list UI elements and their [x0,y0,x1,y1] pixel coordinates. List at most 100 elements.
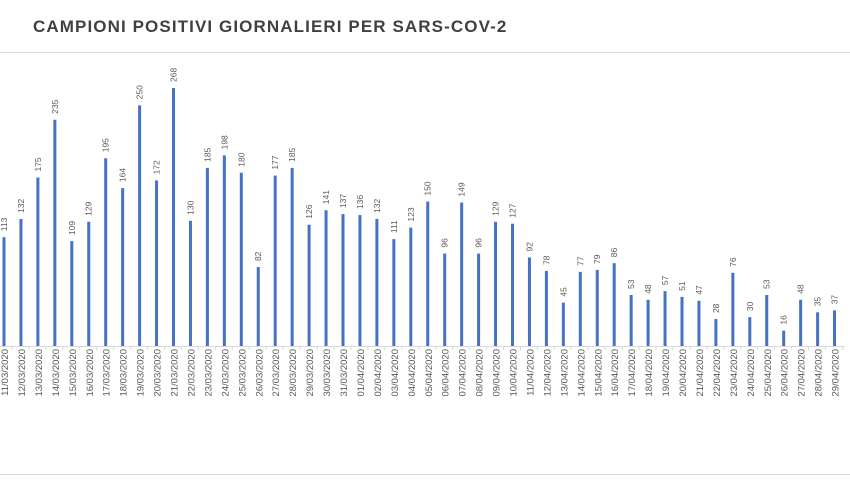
data-label: 175 [33,157,43,171]
bar [2,237,6,346]
x-tick-label: 12/04/2020 [542,349,553,397]
x-tick-label: 24/03/2020 [220,349,231,397]
data-label: 92 [524,242,534,252]
x-tick-label: 04/04/2020 [407,349,418,397]
x-tick-label: 08/04/2020 [475,349,486,397]
bar [375,218,379,346]
bar [307,224,311,346]
bar [341,214,345,346]
bar [511,223,514,346]
data-label: 30 [745,301,755,311]
bar [612,263,616,346]
bar [697,300,701,346]
x-tick-label: 01/04/2020 [356,349,367,397]
bar [460,202,464,346]
x-tick-label: 19/03/2020 [136,349,147,397]
x-tick-label: 02/04/2020 [373,349,384,397]
top-border [0,52,850,53]
bar [290,167,294,346]
bar [104,158,108,346]
data-label: 172 [152,160,162,174]
data-label: 57 [660,275,670,285]
bar [494,221,498,346]
x-tick-label: 18/03/2020 [119,349,130,397]
x-tick-label: 12/03/2020 [17,349,28,397]
x-tick-label: 27/04/2020 [797,349,808,397]
bar [36,177,40,346]
data-label: 127 [508,203,518,217]
bar [121,188,125,346]
bar [680,296,684,346]
data-label: 53 [762,279,772,289]
bar [527,257,531,346]
bar [663,291,667,346]
x-tick-label: 30/03/2020 [322,349,333,397]
x-tick-label: 07/04/2020 [458,349,469,397]
data-label: 123 [406,207,416,221]
data-label: 53 [626,279,636,289]
data-label: 129 [491,201,501,215]
data-label: 177 [270,155,280,169]
bottom-border [0,474,850,475]
bar [731,272,735,346]
data-label: 78 [541,255,551,265]
bar [256,267,260,346]
bar [629,294,633,346]
data-label: 77 [575,256,585,266]
x-tick-label: 10/04/2020 [509,349,520,397]
data-label: 235 [50,99,60,113]
x-tick-label: 28/04/2020 [814,349,825,397]
bar [324,210,328,346]
x-tick-label: 27/03/2020 [271,349,282,397]
bar [358,215,362,346]
x-tick-label: 22/03/2020 [186,349,197,397]
bar [561,302,565,346]
data-label: 129 [84,201,94,215]
x-tick-label: 16/03/2020 [85,349,96,397]
x-tick-label: 20/04/2020 [678,349,689,397]
data-label: 96 [440,238,450,248]
data-label: 47 [694,285,704,295]
x-tick-label: 17/03/2020 [102,349,113,397]
x-tick-label: 25/04/2020 [763,349,774,397]
data-label: 28 [711,303,721,313]
bar [239,172,243,346]
x-tick-label: 25/03/2020 [237,349,248,397]
data-label: 35 [813,297,823,307]
data-label: 185 [202,147,212,161]
bar [426,201,430,346]
data-label: 132 [16,198,26,212]
data-label: 130 [185,200,195,214]
data-label: 136 [355,195,365,209]
bar [155,180,159,346]
bar [714,319,718,346]
x-tick-label: 21/03/2020 [170,349,181,397]
x-tick-label: 28/03/2020 [288,349,299,397]
x-tick-label: 11/04/2020 [525,349,536,396]
x-tick-label: 06/04/2020 [441,349,452,397]
x-tick-label: 20/03/2020 [153,349,164,397]
x-tick-label: 24/04/2020 [746,349,757,397]
x-tick-label: 23/03/2020 [203,349,214,397]
x-tick-label: 09/04/2020 [492,349,503,397]
data-label: 268 [169,68,179,82]
chart-title: CAMPIONI POSITIVI GIORNALIERI PER SARS-C… [33,17,508,36]
data-label: 250 [135,85,145,99]
data-label: 180 [236,152,246,166]
data-label: 45 [558,287,568,297]
data-label: 37 [830,295,840,305]
x-tick-label: 23/04/2020 [729,349,740,397]
x-tick-label: 03/04/2020 [390,349,401,397]
bar [816,312,820,346]
data-label: 16 [779,315,789,325]
x-tick-label: 05/04/2020 [424,349,435,397]
data-label: 76 [728,257,738,267]
bar [578,271,582,346]
data-label: 150 [423,181,433,195]
x-tick-label: 14/03/2020 [51,349,62,397]
x-tick-label: 14/04/2020 [576,349,587,397]
x-tick-label: 13/03/2020 [34,349,45,397]
data-label: 126 [304,204,314,218]
data-label: 185 [287,147,297,161]
